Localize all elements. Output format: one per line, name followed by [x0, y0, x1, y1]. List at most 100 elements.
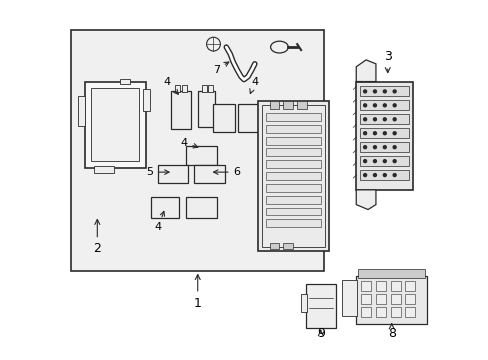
Bar [361, 282, 370, 291]
Bar [360, 114, 408, 124]
Bar [360, 142, 408, 152]
Bar [390, 294, 400, 304]
Text: 1: 1 [193, 275, 201, 310]
Bar [269, 101, 279, 109]
Text: 6: 6 [213, 167, 240, 177]
Bar [265, 208, 320, 215]
Circle shape [363, 159, 366, 163]
Bar [269, 243, 279, 249]
Circle shape [363, 90, 366, 93]
Bar [207, 85, 212, 93]
Bar [361, 294, 370, 304]
Bar [360, 128, 408, 138]
Polygon shape [356, 60, 375, 82]
Circle shape [383, 174, 386, 176]
Bar [265, 113, 320, 121]
Bar [375, 294, 385, 304]
Text: 4: 4 [180, 138, 198, 148]
Circle shape [392, 104, 395, 107]
Circle shape [363, 174, 366, 176]
Bar [185, 197, 217, 219]
Bar [213, 104, 235, 132]
Bar [94, 166, 114, 173]
Bar [375, 282, 385, 291]
Bar [358, 269, 424, 278]
Bar [390, 307, 400, 317]
Bar [283, 101, 293, 109]
Bar [175, 85, 180, 93]
Bar [201, 85, 206, 93]
Bar [261, 105, 324, 247]
Circle shape [373, 132, 376, 135]
Bar [405, 307, 414, 317]
Bar [405, 294, 414, 304]
Polygon shape [356, 190, 375, 210]
Bar [361, 307, 370, 317]
Bar [342, 280, 357, 316]
Bar [171, 91, 190, 129]
Circle shape [383, 159, 386, 163]
Bar [265, 137, 320, 145]
Bar [158, 165, 187, 183]
Bar [91, 89, 139, 161]
Circle shape [383, 146, 386, 149]
Text: 3: 3 [383, 50, 391, 73]
Text: 4: 4 [163, 77, 178, 94]
Text: 4: 4 [249, 77, 258, 94]
Circle shape [392, 159, 395, 163]
Circle shape [392, 174, 395, 176]
Text: 9: 9 [316, 327, 324, 340]
Circle shape [373, 174, 376, 176]
Circle shape [363, 146, 366, 149]
Circle shape [373, 159, 376, 163]
Bar [151, 197, 179, 219]
Circle shape [373, 118, 376, 121]
Bar [305, 284, 335, 328]
Bar [301, 294, 306, 312]
Circle shape [373, 146, 376, 149]
Bar [120, 78, 129, 85]
Bar [265, 125, 320, 133]
Bar [265, 148, 320, 156]
Bar [265, 160, 320, 168]
Bar [405, 282, 414, 291]
Bar [360, 86, 408, 96]
Circle shape [392, 90, 395, 93]
Bar [197, 91, 215, 127]
Bar [360, 100, 408, 110]
Bar [283, 243, 293, 249]
Text: 5: 5 [146, 167, 169, 177]
Text: 8: 8 [387, 324, 395, 340]
Bar [265, 219, 320, 227]
Bar [265, 172, 320, 180]
Bar [182, 85, 186, 93]
Circle shape [383, 90, 386, 93]
Circle shape [363, 104, 366, 107]
Bar [375, 307, 385, 317]
Circle shape [383, 118, 386, 121]
Circle shape [373, 104, 376, 107]
Bar [265, 196, 320, 204]
Bar [356, 276, 426, 324]
Bar [356, 82, 412, 190]
Bar [78, 96, 85, 126]
Circle shape [392, 118, 395, 121]
Bar [360, 156, 408, 166]
Bar [265, 184, 320, 192]
Circle shape [373, 90, 376, 93]
Circle shape [363, 118, 366, 121]
Bar [84, 82, 145, 168]
Circle shape [392, 146, 395, 149]
Bar [71, 30, 323, 271]
Circle shape [383, 132, 386, 135]
Bar [193, 165, 225, 183]
Circle shape [383, 104, 386, 107]
Bar [257, 101, 328, 251]
Bar [238, 104, 259, 132]
Circle shape [363, 132, 366, 135]
Circle shape [392, 132, 395, 135]
Bar [390, 282, 400, 291]
Bar [142, 89, 150, 111]
Bar [185, 145, 217, 165]
Text: 4: 4 [155, 211, 164, 232]
